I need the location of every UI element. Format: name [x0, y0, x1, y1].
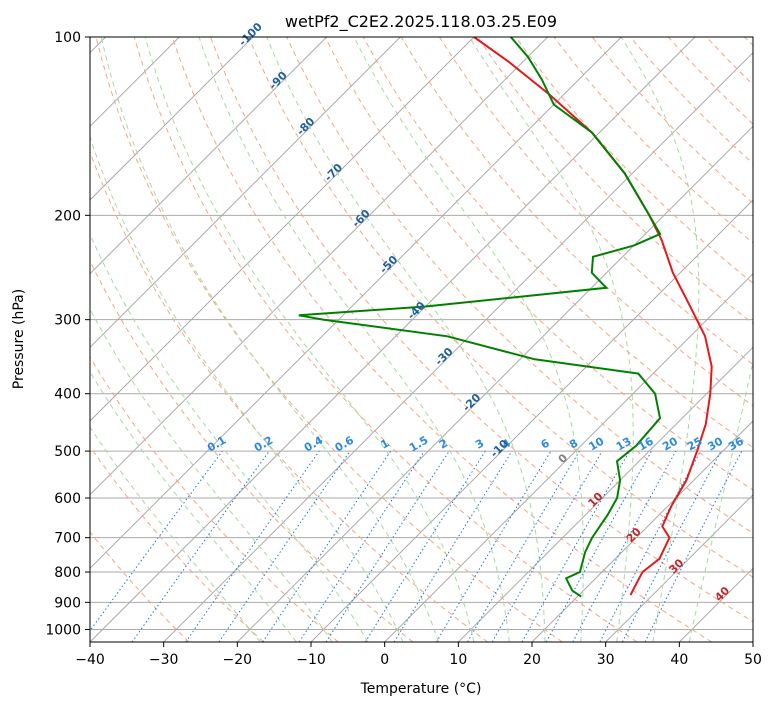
x-axis-label: Temperature (°C) [360, 681, 482, 697]
x-tick-label: 20 [523, 652, 541, 668]
y-tick-label: 400 [54, 387, 81, 403]
dry-adiabat [95, 37, 563, 642]
isotherm-gridline [90, 37, 622, 570]
y-tick-label: 900 [54, 595, 81, 611]
moist-adiabat [266, 37, 546, 642]
isotherm-gridline [605, 493, 753, 642]
dry-adiabat [171, 37, 712, 642]
y-axis-label: Pressure (hPa) [11, 289, 27, 389]
dry-adiabat [90, 356, 339, 642]
dry-adiabat [90, 531, 190, 642]
mixing-ratio-line [521, 450, 630, 642]
x-tick-label: 40 [670, 652, 688, 668]
dry-adiabat [133, 37, 638, 642]
moist-adiabat [90, 135, 404, 642]
mixing-ratio-line [90, 450, 223, 632]
mixing-ratio-line [644, 450, 743, 642]
isotherm-gridline [90, 37, 401, 349]
isotherm-gridline [90, 37, 254, 201]
moist-adiabat [100, 37, 439, 642]
dry-adiabat [438, 37, 753, 366]
plot-frame [89, 36, 754, 643]
x-tick-label: −10 [296, 652, 326, 668]
x-tick-label: 30 [597, 652, 615, 668]
y-tick-label: 600 [54, 491, 81, 507]
mixing-ratio-line [393, 450, 513, 642]
y-tick-label: 700 [54, 531, 81, 547]
isotherm-gridline [90, 37, 696, 642]
isotherm-gridline [90, 37, 475, 422]
moist-adiabat [90, 232, 369, 642]
y-tick-label: 500 [54, 444, 81, 460]
dry-adiabat [286, 37, 753, 534]
mixing-ratio-line [218, 450, 351, 642]
isotherm-gridline [90, 37, 549, 496]
mixing-ratio-line [325, 450, 450, 642]
mixing-ratio-line [572, 450, 677, 642]
mixing-ratio-line [545, 450, 653, 642]
x-tick-label: −20 [223, 652, 253, 668]
dry-adiabat [90, 445, 264, 642]
dry-adiabat [210, 37, 753, 623]
y-tick-label: 200 [54, 208, 81, 224]
isotherm-gridline [163, 51, 753, 642]
x-tick-label: −30 [149, 652, 179, 668]
y-tick-label: 300 [54, 313, 81, 329]
isotherm-gridline [531, 420, 753, 642]
isotherm-gridline [90, 37, 328, 275]
dewpoint-profile-line [298, 37, 662, 598]
axis-layer: −40 −30 −20 −10 0 10 20 30 40 50 100 200 300 400 500 60… [45, 30, 762, 668]
mixing-ratio-line [131, 450, 270, 642]
mixing-ratio-line [262, 450, 392, 642]
y-tick-label: 800 [54, 565, 81, 581]
mixing-ratio-line [185, 450, 320, 642]
y-tick-label: 1000 [45, 622, 81, 638]
dry-adiabat [248, 37, 753, 578]
moist-adiabat [353, 37, 584, 642]
isotherm-gridline [384, 272, 753, 642]
moist-adiabat [90, 426, 261, 642]
isotherm-gridline [457, 346, 753, 642]
moist-adiabat [620, 37, 700, 642]
x-tick-label: −40 [75, 652, 105, 668]
dry-adiabat [90, 259, 414, 642]
isotherm-gridline [236, 125, 753, 642]
grid-layer [90, 37, 753, 642]
chart-title: wetPf2_C2E2.2025.118.03.25.E09 [285, 12, 557, 32]
y-tick-label: 100 [54, 30, 81, 46]
series-layer [298, 37, 713, 598]
x-tick-label: 50 [744, 652, 762, 668]
x-tick-label: 10 [449, 652, 467, 668]
dry-adiabat [515, 37, 753, 284]
mixing-ratio-line [298, 450, 425, 642]
dry-adiabat [90, 150, 488, 642]
x-tick-label: 0 [380, 652, 389, 668]
moist-adiabat [90, 370, 297, 642]
moist-adiabat [144, 37, 475, 642]
